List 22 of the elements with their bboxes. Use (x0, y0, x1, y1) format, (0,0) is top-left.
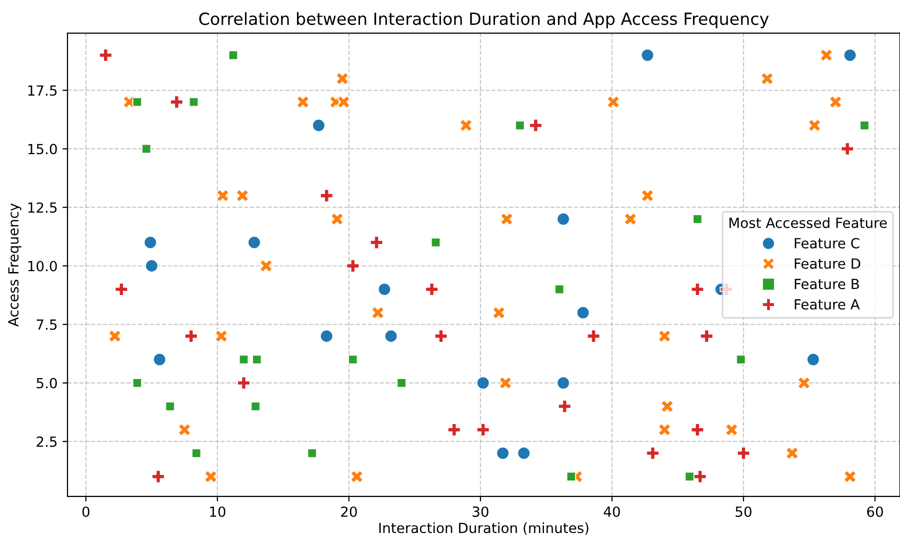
legend-title: Most Accessed Feature (729, 217, 887, 228)
x-tick-label: 0 (82, 506, 90, 517)
x-tick-label: 40 (604, 506, 620, 517)
x-tick-label: 60 (867, 506, 883, 517)
legend-label: Feature A (794, 299, 860, 310)
chart-title: Correlation between Interaction Duration and App Access Frequency (199, 12, 769, 28)
y-tick-label: 15.0 (28, 144, 57, 154)
y-tick-label: 5.0 (36, 378, 57, 388)
x-tick-label: 30 (472, 506, 488, 517)
legend-label: Feature B (794, 278, 859, 290)
x-axis-title: Interaction Duration (minutes) (379, 522, 588, 535)
y-tick-label: 7.5 (36, 320, 57, 330)
x-tick-label: 20 (341, 506, 357, 517)
x-tick-label: 10 (210, 506, 226, 517)
y-tick-label: 10.0 (28, 260, 57, 272)
y-axis-title: Access Frequency (8, 203, 22, 327)
legend-label: Feature C (794, 238, 860, 248)
y-tick-label: 17.5 (28, 85, 57, 96)
y-tick-label: 12.5 (28, 202, 57, 213)
y-tick-label: 2.5 (36, 436, 57, 447)
x-tick-label: 50 (736, 506, 752, 517)
legend-label: Feature D (794, 258, 860, 269)
